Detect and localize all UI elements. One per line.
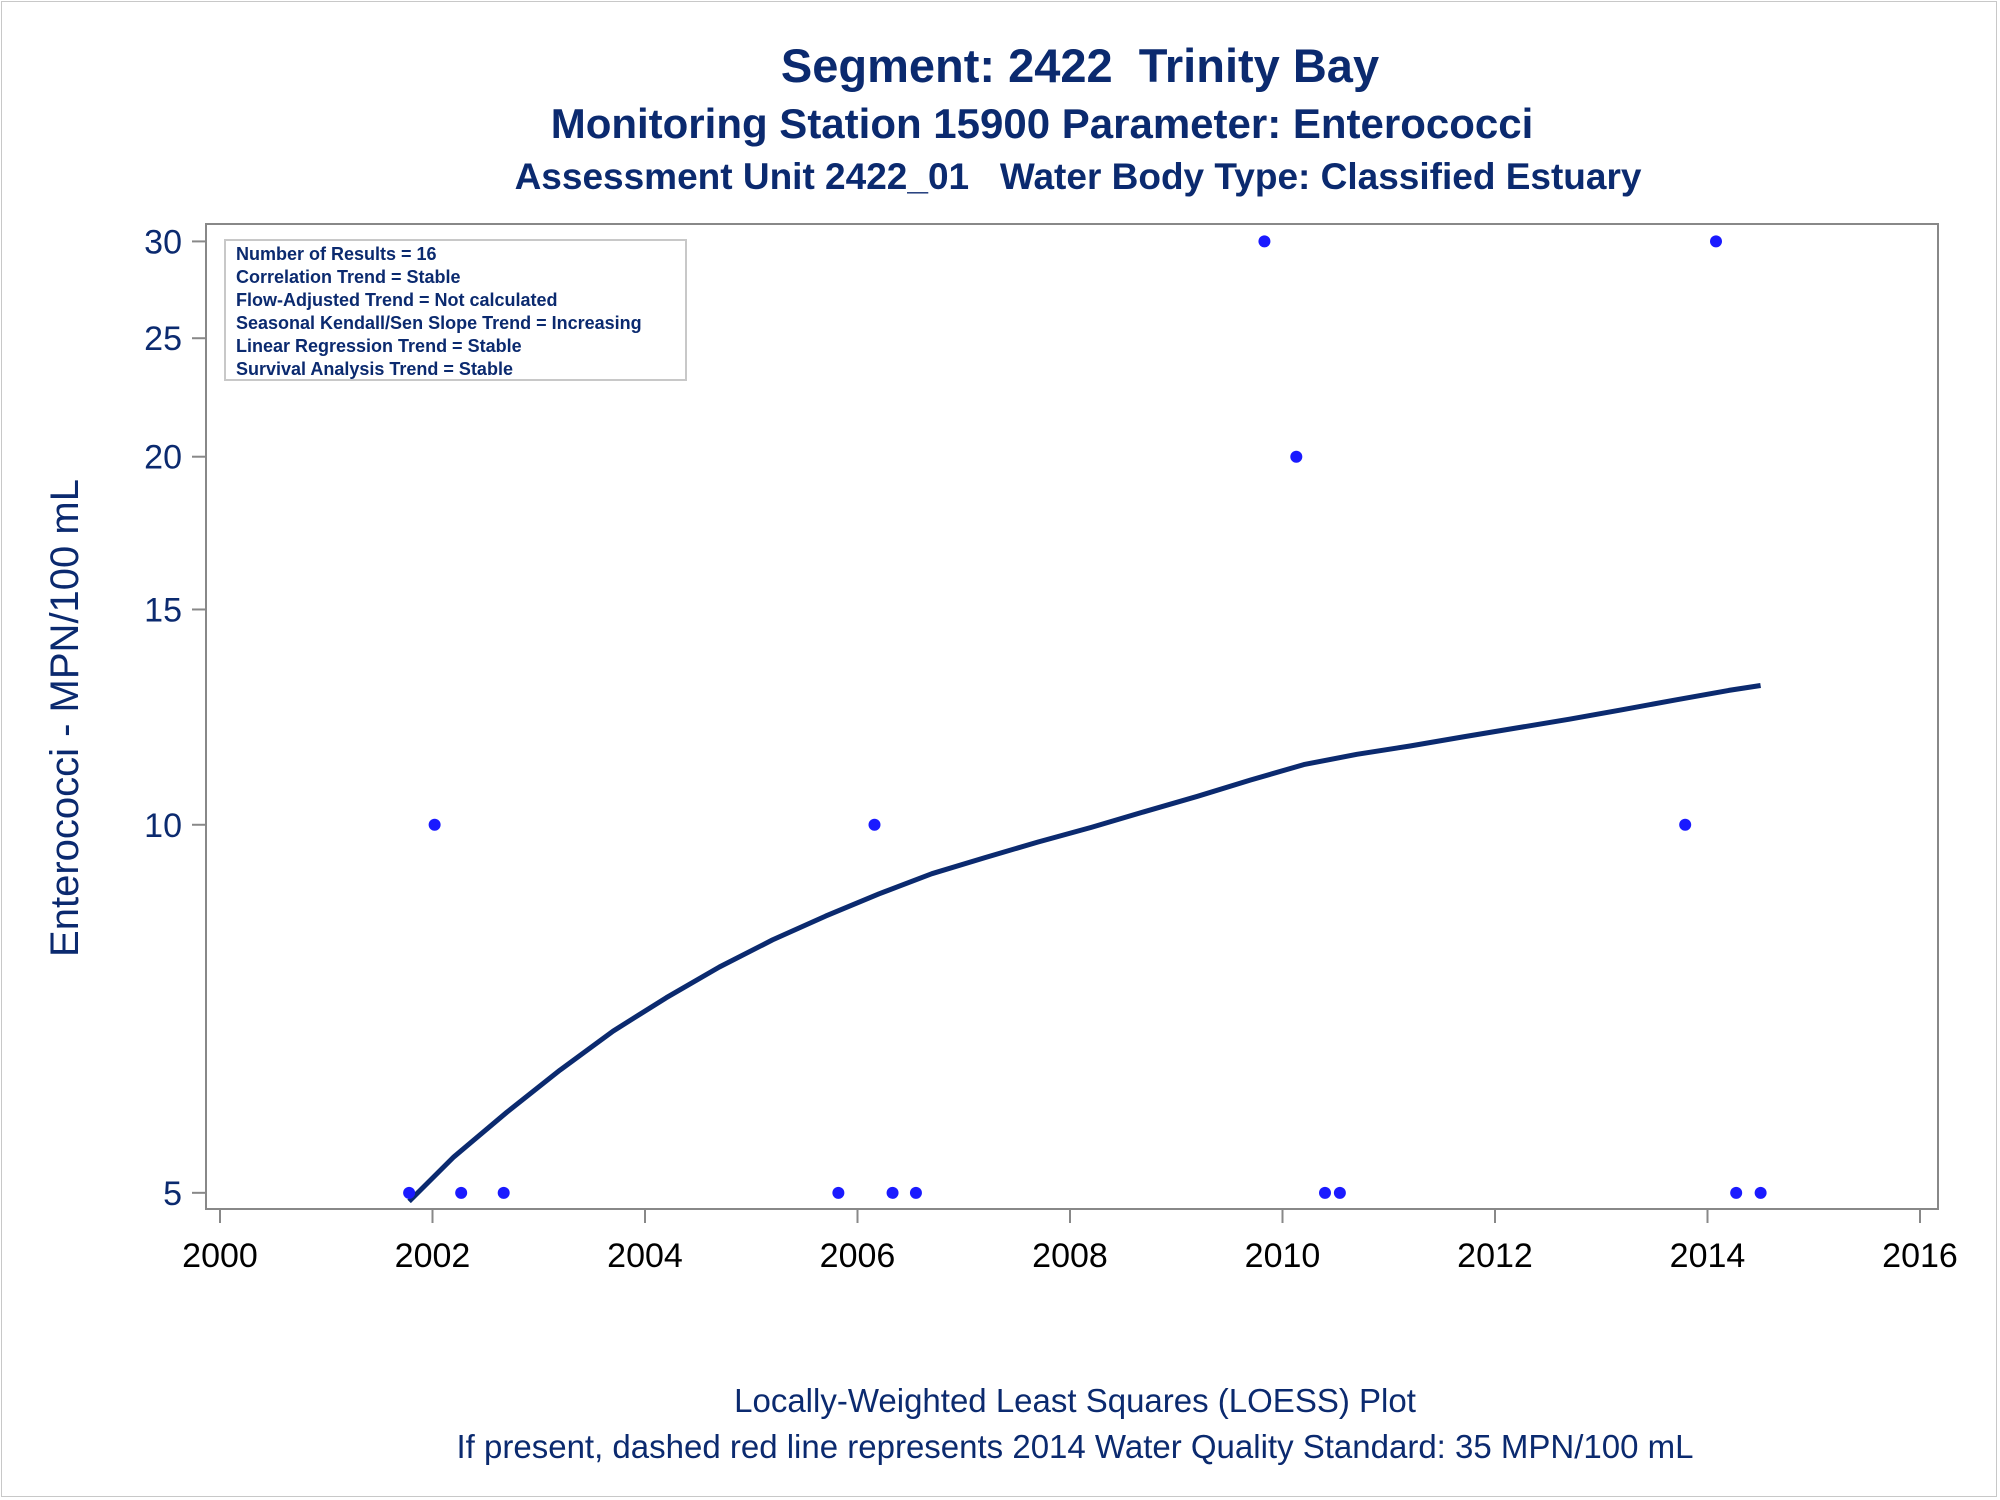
y-axis-title: Enterococci - MPN/100 mL	[43, 479, 87, 957]
data-point	[832, 1186, 845, 1199]
y-tick-label: 10	[144, 807, 182, 845]
y-tick-label: 5	[163, 1175, 182, 1213]
x-tick-label: 2000	[182, 1237, 258, 1275]
data-point	[1290, 450, 1303, 463]
x-tick-label: 2012	[1457, 1237, 1533, 1275]
points-layer	[403, 235, 1767, 1199]
x-tick-label: 2016	[1882, 1237, 1958, 1275]
x-axis: 2000 2002 2004 2006 2008 2010 2012 2014 2016	[182, 1209, 1958, 1275]
stats-line: Linear Regression Trend = Stable	[236, 336, 522, 356]
y-tick-label: 15	[144, 591, 182, 629]
data-point	[1319, 1186, 1331, 1199]
x-tick-label: 2002	[395, 1237, 471, 1275]
data-point	[455, 1186, 468, 1199]
x-tick-label: 2010	[1245, 1237, 1321, 1275]
chart-subtitle-assessment: Assessment Unit 2422_01 Water Body Type:…	[514, 156, 1642, 197]
stats-line: Survival Analysis Trend = Stable	[236, 359, 513, 379]
stats-box-border	[224, 239, 687, 381]
data-point	[1754, 1186, 1767, 1199]
footnote-loess: Locally-Weighted Least Squares (LOESS) P…	[734, 1382, 1416, 1419]
stats-line: Correlation Trend = Stable	[236, 267, 461, 287]
data-point	[497, 1186, 510, 1199]
data-point	[1679, 818, 1692, 831]
y-tick-label: 30	[144, 223, 182, 261]
footnote-standard: If present, dashed red line represents 2…	[456, 1428, 1694, 1465]
x-tick-label: 2004	[607, 1237, 683, 1275]
stats-line: Number of Results = 16	[236, 244, 437, 264]
y-tick-label: 25	[144, 320, 182, 358]
stats-line: Flow-Adjusted Trend = Not calculated	[236, 290, 558, 310]
data-point	[868, 818, 881, 831]
plot-border	[205, 223, 1939, 1210]
data-point	[1333, 1186, 1346, 1199]
loess-curve	[407, 683, 1761, 1204]
x-tick-label: 2014	[1670, 1237, 1746, 1275]
plot-area	[205, 223, 1939, 1210]
chart-subtitle-station: Monitoring Station 15900 Parameter: Ente…	[550, 100, 1534, 147]
data-point	[1710, 235, 1722, 248]
data-point	[1730, 1186, 1743, 1199]
data-point	[886, 1186, 899, 1199]
chart-title: Segment: 2422 Trinity Bay	[780, 39, 1380, 92]
stats-box: Number of Results = 16 Correlation Trend…	[224, 239, 687, 381]
data-point	[403, 1186, 416, 1199]
data-point	[1258, 235, 1271, 248]
y-tick-label: 20	[144, 439, 182, 477]
stats-line: Seasonal Kendall/Sen Slope Trend = Incre…	[236, 313, 642, 333]
data-point	[428, 818, 441, 831]
data-point	[909, 1186, 922, 1199]
x-tick-label: 2006	[820, 1237, 896, 1275]
x-tick-label: 2008	[1032, 1237, 1108, 1275]
y-axis: 5 10 15 20 25 30	[144, 223, 206, 1213]
loess-layer	[407, 683, 1761, 1204]
